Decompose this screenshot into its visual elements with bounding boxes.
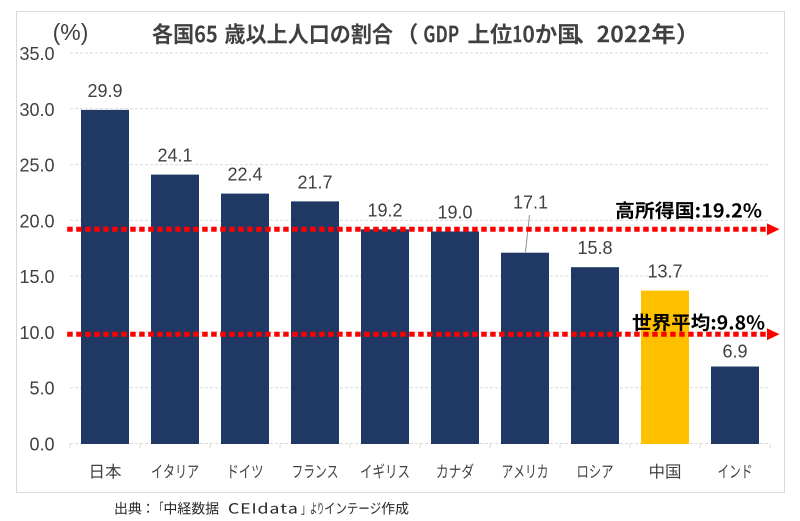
svg-text:21.7: 21.7 xyxy=(297,172,332,192)
svg-text:25.0: 25.0 xyxy=(19,156,54,176)
svg-text:6.9: 6.9 xyxy=(722,342,747,362)
svg-text:30.0: 30.0 xyxy=(19,100,54,120)
svg-text:(%): (%) xyxy=(53,19,89,45)
svg-text:19.0: 19.0 xyxy=(437,203,472,223)
svg-text:24.1: 24.1 xyxy=(157,146,192,166)
svg-text:22.4: 22.4 xyxy=(227,165,262,185)
svg-text:20.0: 20.0 xyxy=(19,211,54,231)
svg-text:17.1: 17.1 xyxy=(513,193,548,213)
svg-text:15.0: 15.0 xyxy=(19,267,54,287)
svg-text:13.7: 13.7 xyxy=(647,262,682,282)
svg-text:0.0: 0.0 xyxy=(29,435,54,455)
svg-text:15.8: 15.8 xyxy=(577,238,612,258)
svg-text:10.0: 10.0 xyxy=(19,323,54,343)
svg-text:5.0: 5.0 xyxy=(29,379,54,399)
svg-text:35.0: 35.0 xyxy=(19,44,54,64)
svg-text:19.2: 19.2 xyxy=(367,200,402,220)
svg-text:29.9: 29.9 xyxy=(87,81,122,101)
